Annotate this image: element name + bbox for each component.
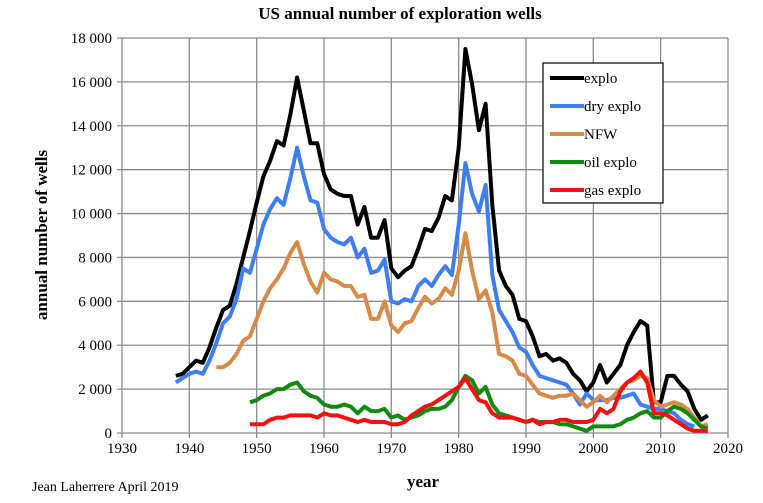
legend-label: gas explo <box>584 183 641 199</box>
y-tick-label: 14 000 <box>71 119 112 135</box>
y-axis-ticks: 0 2 000 4 000 6 000 8 000 10 000 12 000 14 000 1… <box>71 31 112 442</box>
x-tick-label: 2000 <box>578 441 608 457</box>
series-line-oil-explo <box>249 373 709 433</box>
y-tick-label: 0 <box>105 426 113 442</box>
x-axis-label: year <box>407 472 440 491</box>
x-tick-label: 1970 <box>376 441 406 457</box>
y-tick-label: 4 000 <box>78 338 112 354</box>
chart-title: US annual number of exploration wells <box>258 4 542 23</box>
x-tick-label: 2020 <box>713 441 743 457</box>
y-tick-label: 2 000 <box>78 382 112 398</box>
series-line-gas-explo <box>249 369 708 433</box>
y-axis-label: annual number of wells <box>32 150 51 321</box>
legend-label: dry explo <box>584 99 641 115</box>
legend-label: NFW <box>584 127 618 143</box>
x-tick-label: 1980 <box>444 441 474 457</box>
credit-text: Jean Laherrere April 2019 <box>32 480 179 495</box>
y-tick-label: 16 000 <box>71 75 112 91</box>
x-tick-label: 1990 <box>511 441 541 457</box>
y-tick-label: 12 000 <box>71 163 112 179</box>
legend-label: explo <box>584 71 617 87</box>
legend: explo dry explo NFW oil explo gas explo <box>542 62 664 204</box>
y-tick-label: 18 000 <box>71 31 112 47</box>
y-tick-label: 6 000 <box>78 294 112 310</box>
x-tick-label: 1960 <box>309 441 339 457</box>
y-tick-label: 8 000 <box>78 250 112 266</box>
series-line-explo <box>175 47 709 422</box>
y-tick-label: 10 000 <box>71 207 112 223</box>
x-axis-ticks: 1930 1940 1950 1960 1970 1980 1990 2000 2010 2020 <box>107 441 743 457</box>
legend-label: oil explo <box>584 155 637 171</box>
series-lines <box>174 47 709 433</box>
x-tick-label: 1940 <box>174 441 204 457</box>
x-tick-label: 1930 <box>107 441 137 457</box>
x-tick-label: 1950 <box>242 441 272 457</box>
x-tick-label: 2010 <box>646 441 676 457</box>
